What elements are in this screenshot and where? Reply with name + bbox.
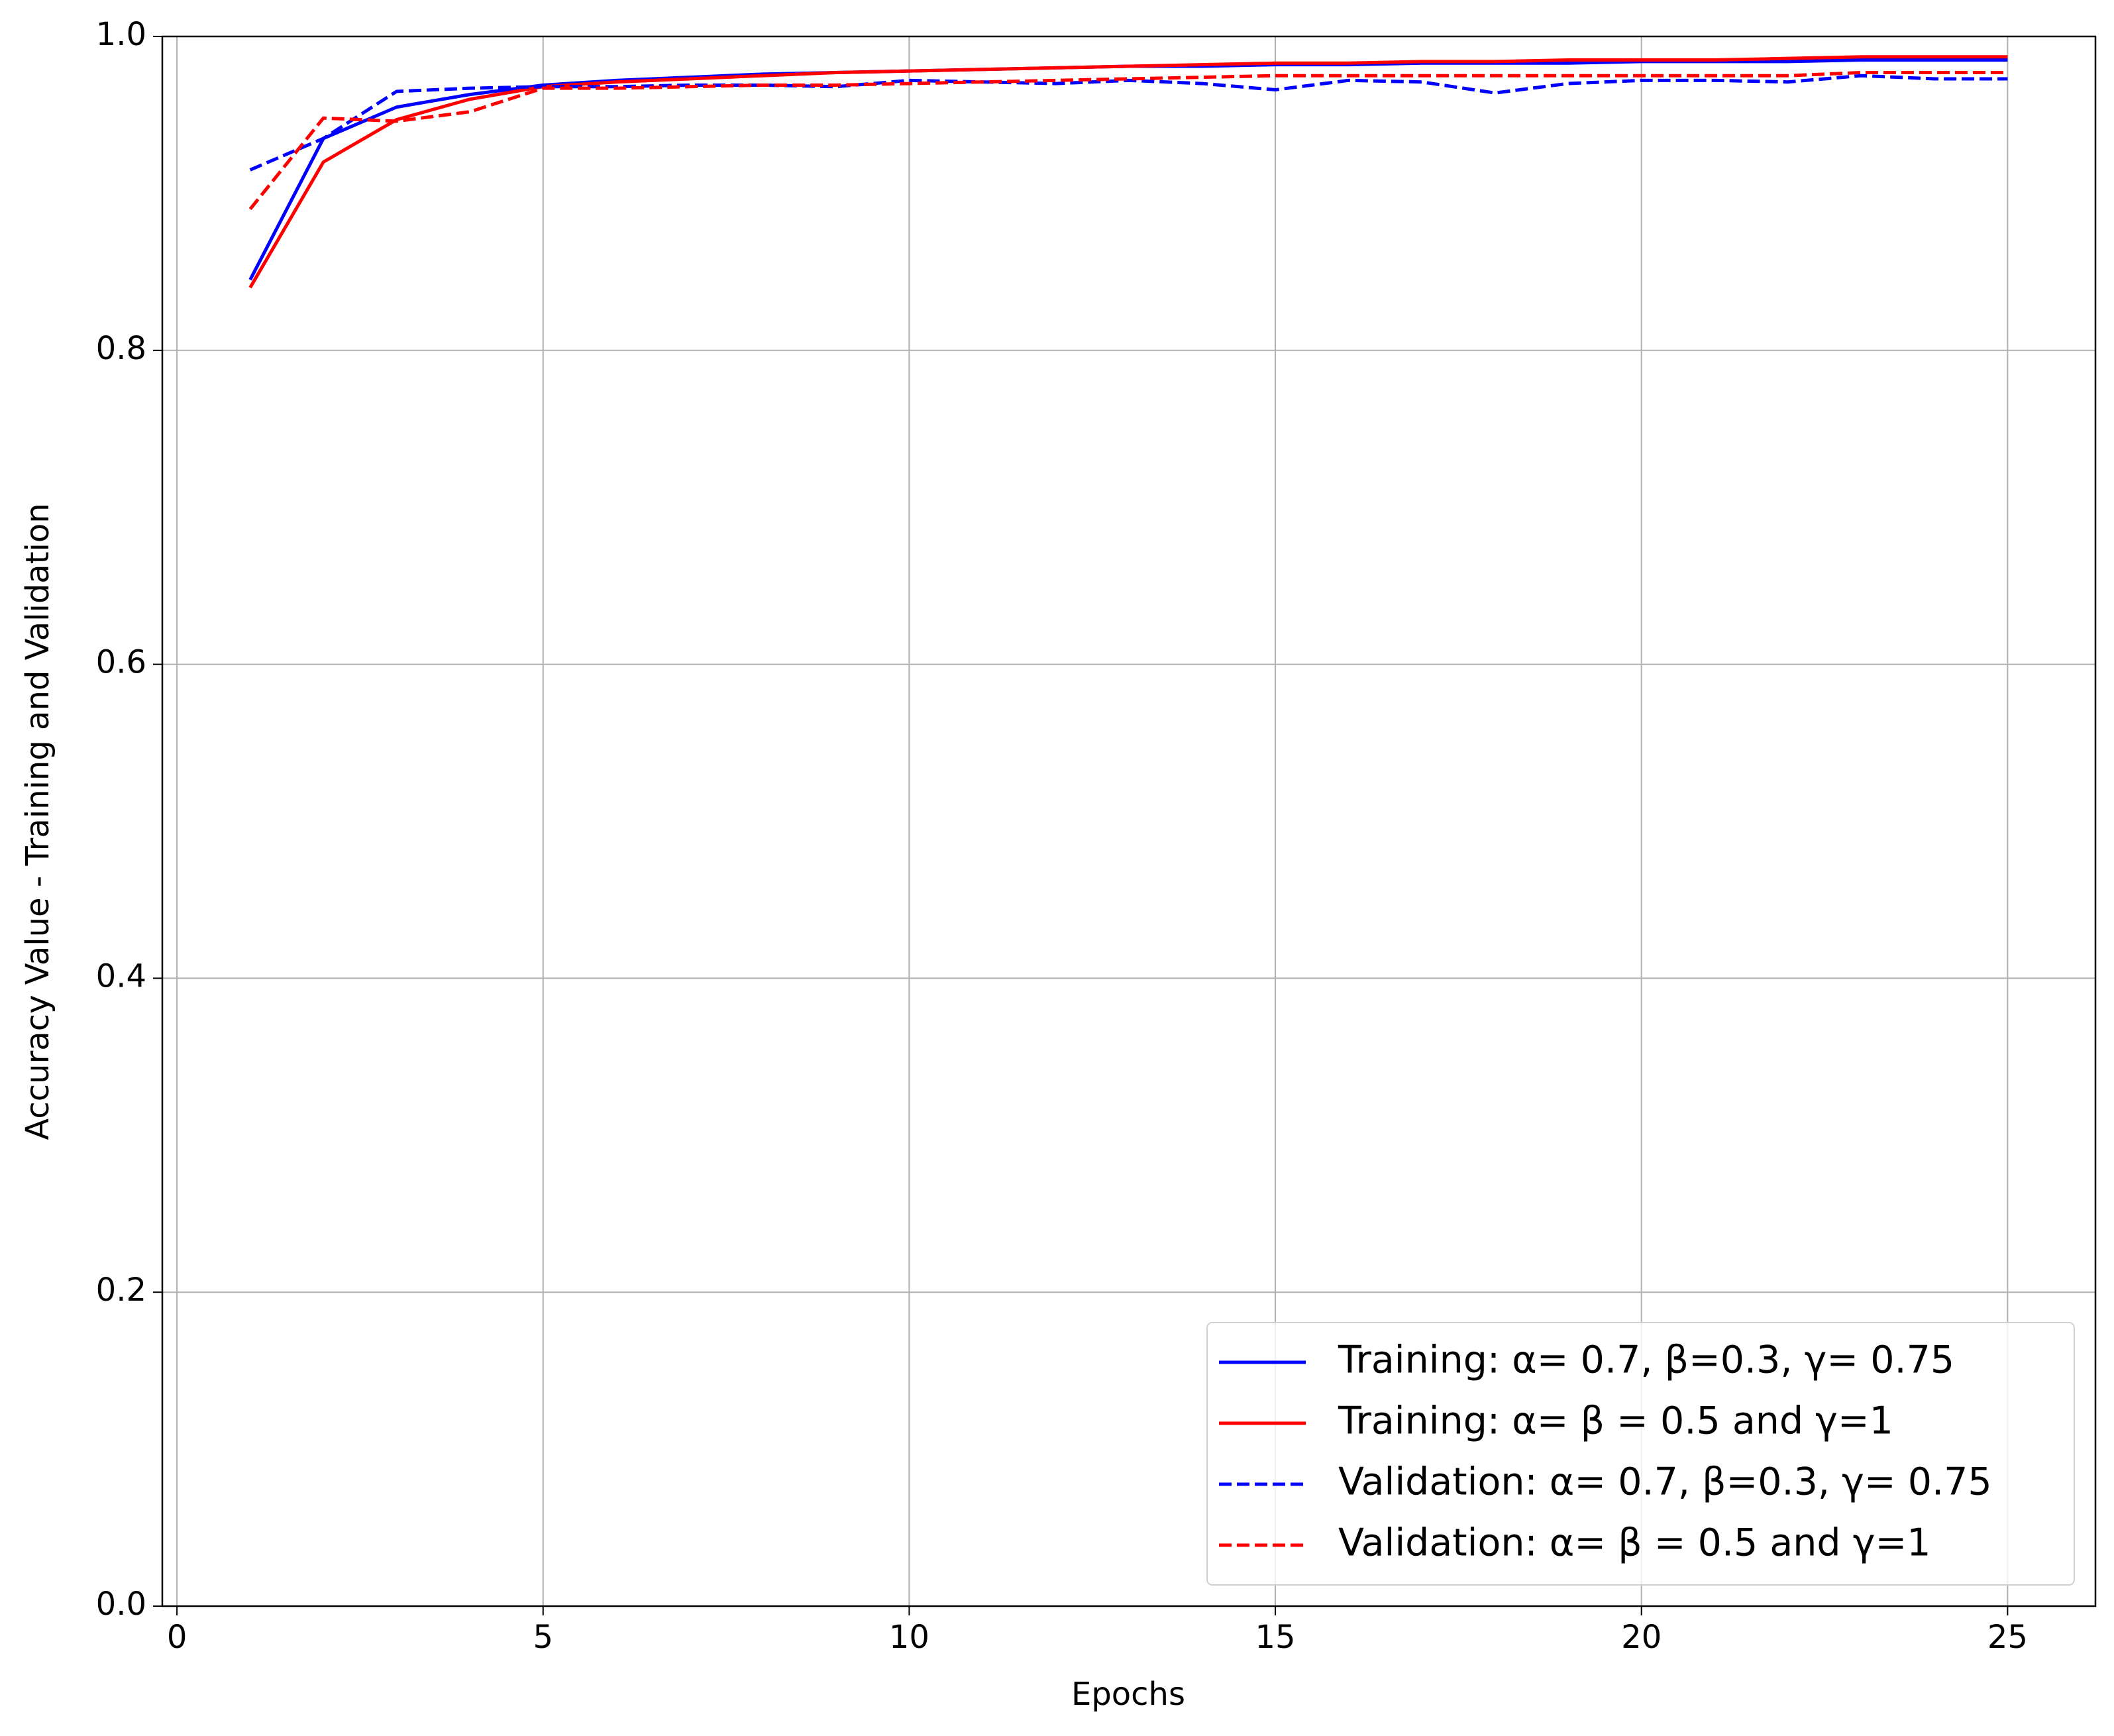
- y-tick-label: 0.8: [96, 330, 146, 367]
- legend-label: Validation: α= β = 0.5 and γ=1: [1338, 1521, 1931, 1565]
- y-tick-label: 0.0: [96, 1586, 146, 1623]
- legend-label: Training: α= β = 0.5 and γ=1: [1338, 1399, 1893, 1443]
- x-tick-label: 15: [1255, 1619, 1296, 1656]
- legend-label: Training: α= 0.7, β=0.3, γ= 0.75: [1338, 1338, 1954, 1382]
- x-tick-label: 0: [167, 1619, 187, 1656]
- x-tick-label: 20: [1621, 1619, 1662, 1656]
- legend: Training: α= 0.7, β=0.3, γ= 0.75 Training…: [1206, 1322, 2075, 1586]
- series-line: [248, 70, 2008, 211]
- x-tick-label: 25: [1987, 1619, 2028, 1656]
- plot-frame: [161, 35, 2097, 1607]
- series-line: [248, 55, 2008, 289]
- x-tick-label: 5: [533, 1619, 553, 1656]
- y-axis-label: Accuracy Value - Training and Validation: [19, 503, 56, 1140]
- x-tick-label: 10: [889, 1619, 929, 1656]
- y-tick-label: 0.6: [96, 644, 146, 681]
- x-axis-label: Epochs: [1071, 1676, 1185, 1713]
- y-tick-label: 0.2: [96, 1272, 146, 1309]
- y-tick-label: 0.4: [96, 957, 146, 995]
- legend-label: Validation: α= 0.7, β=0.3, γ= 0.75: [1338, 1460, 1992, 1504]
- y-tick-label: 1.0: [96, 16, 146, 53]
- legend-box: [1206, 1322, 2075, 1586]
